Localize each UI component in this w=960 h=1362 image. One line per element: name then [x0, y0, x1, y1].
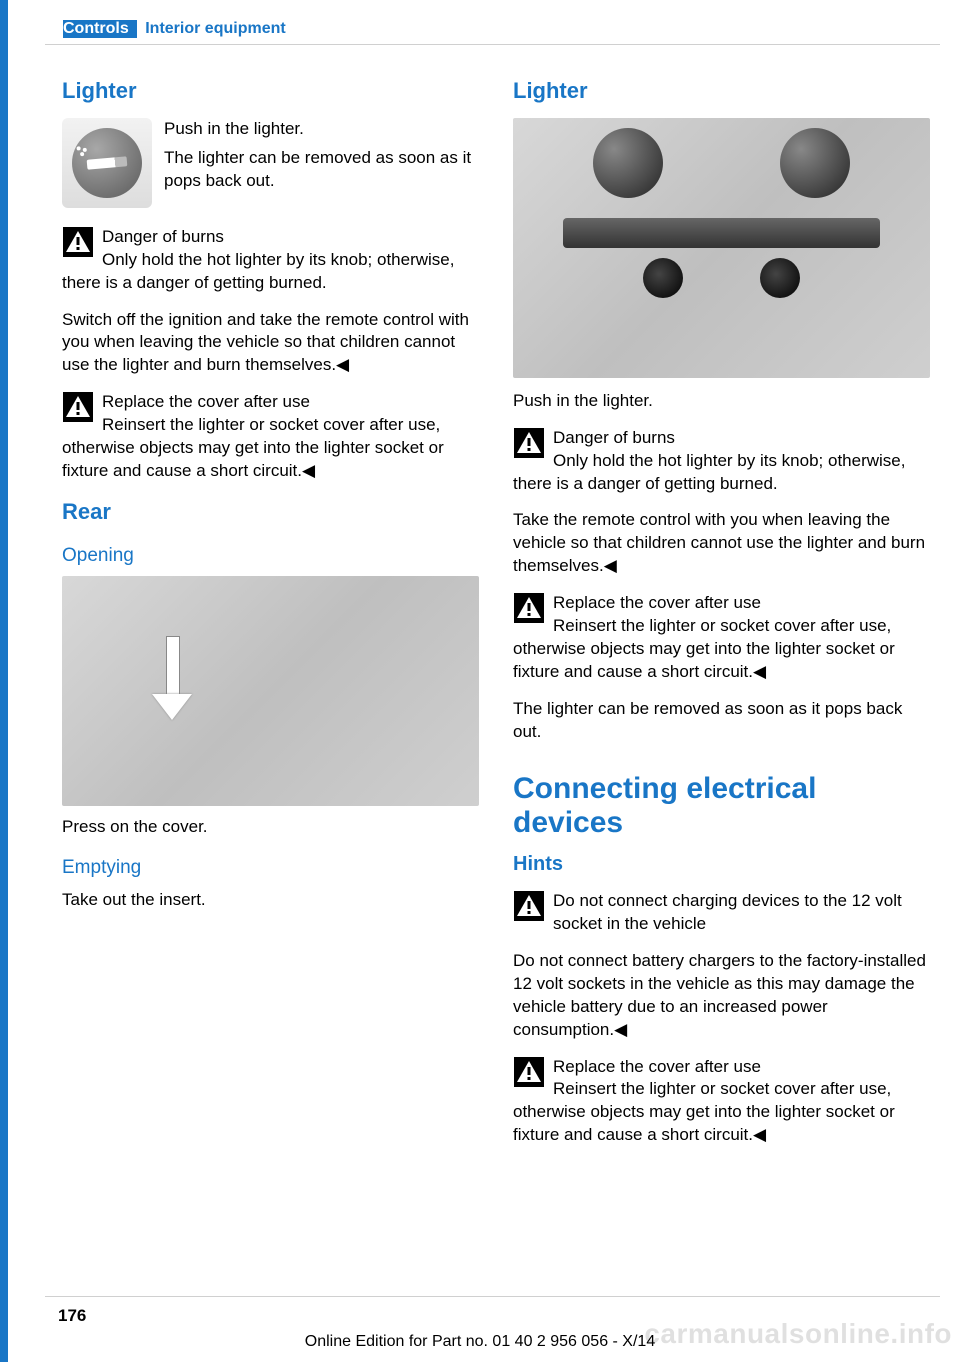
heading-emptying: Emptying [62, 855, 479, 881]
dash-socket-right [760, 258, 800, 298]
hints-warn-block: Do not connect charging devices to the 1… [513, 890, 930, 936]
cigarette-icon [87, 156, 128, 169]
rear-opening-image [62, 576, 479, 806]
header-tab-controls: Controls [63, 20, 137, 38]
warn-burns-title-right: Danger of burns [513, 427, 930, 450]
press-arrow-icon [152, 636, 192, 736]
warning-icon [513, 890, 545, 922]
warning-icon [62, 226, 94, 258]
page-header: Controls Interior equipment [45, 20, 940, 45]
dashboard-lighter-image [513, 118, 930, 378]
hints-warn2-title: Replace the cover after use [513, 1056, 930, 1079]
emptying-body: Take out the insert. [62, 889, 479, 912]
warn-cover-title: Replace the cover after use [62, 391, 479, 414]
warning-burns-block: Danger of burns Only hold the hot lighte… [62, 226, 479, 295]
hints-warn2-body: Reinsert the lighter or socket cover aft… [513, 1078, 930, 1147]
left-column: Lighter Push in the lighter. The lighter… [62, 76, 479, 1161]
dash-knob-left [593, 128, 663, 198]
dash-panel [563, 218, 880, 248]
warn-cover-body-right: Reinsert the lighter or socket cover aft… [513, 615, 930, 684]
hints-warn-title: Do not connect charging devices to the 1… [513, 890, 930, 936]
warn-burns-body-right: Only hold the hot lighter by its knob; o… [513, 450, 930, 496]
warn-cover-title-right: Replace the cover after use [513, 592, 930, 615]
hints-body: Do not connect battery chargers to the f… [513, 950, 930, 1042]
warn-burns-title: Danger of burns [62, 226, 479, 249]
warning-icon [513, 592, 545, 624]
warn-cover-body: Reinsert the lighter or socket cover aft… [62, 414, 479, 483]
warning-burns-block-right: Danger of burns Only hold the hot lighte… [513, 427, 930, 496]
content-columns: Lighter Push in the lighter. The lighter… [62, 76, 930, 1161]
lighter-intro-block: Push in the lighter. The lighter can be … [62, 118, 479, 212]
opening-caption: Press on the cover. [62, 816, 479, 839]
right-column: Lighter Push in the lighter. Danger of b… [513, 76, 930, 1161]
warning-cover-block-right: Replace the cover after use Reinsert the… [513, 592, 930, 684]
heading-connecting-devices: Connecting electrical devices [513, 772, 930, 841]
pop-out-text: The lighter can be removed as soon as it… [513, 698, 930, 744]
warning-icon [513, 427, 545, 459]
push-caption: Push in the lighter. [513, 390, 930, 413]
warn-burns-extra: Switch off the ignition and take the rem… [62, 309, 479, 378]
heading-lighter-left: Lighter [62, 76, 479, 106]
heading-hints: Hints [513, 851, 930, 878]
left-edge-stripe [0, 0, 8, 1362]
heading-opening: Opening [62, 543, 479, 569]
watermark-text: carmanualsonline.info [644, 1318, 952, 1350]
lighter-knob-graphic [72, 128, 142, 198]
warning-cover-block: Replace the cover after use Reinsert the… [62, 391, 479, 483]
dash-knob-right [780, 128, 850, 198]
heading-lighter-right: Lighter [513, 76, 930, 106]
header-section: Interior equipment [145, 20, 285, 38]
warn-burns-body: Only hold the hot lighter by its knob; o… [62, 249, 479, 295]
warning-icon [513, 1056, 545, 1088]
hints-warn2-block: Replace the cover after use Reinsert the… [513, 1056, 930, 1148]
lighter-icon [62, 118, 152, 208]
warning-icon [62, 391, 94, 423]
footer-rule [45, 1296, 940, 1297]
page-number: 176 [58, 1306, 86, 1326]
warn-burns-extra-right: Take the remote control with you when le… [513, 509, 930, 578]
dash-socket-left [643, 258, 683, 298]
heading-rear: Rear [62, 497, 479, 527]
